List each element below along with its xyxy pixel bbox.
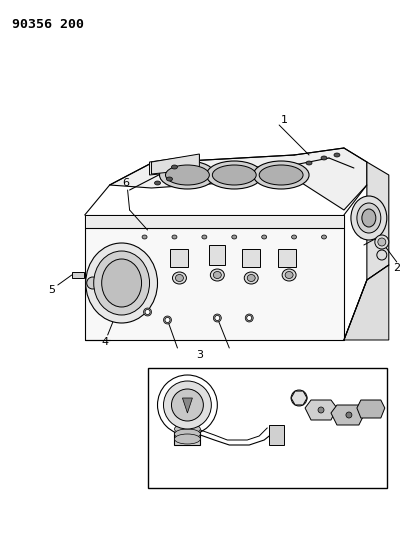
Ellipse shape — [207, 161, 262, 189]
Ellipse shape — [291, 390, 307, 406]
Polygon shape — [357, 400, 385, 418]
Ellipse shape — [211, 269, 224, 281]
Ellipse shape — [142, 235, 147, 239]
Ellipse shape — [174, 434, 200, 444]
Ellipse shape — [292, 235, 297, 239]
Ellipse shape — [174, 424, 200, 434]
Ellipse shape — [334, 153, 340, 157]
Ellipse shape — [306, 161, 312, 165]
Text: 3: 3 — [196, 350, 203, 360]
Ellipse shape — [378, 238, 386, 246]
Ellipse shape — [213, 165, 256, 185]
Polygon shape — [291, 391, 307, 405]
Text: 5: 5 — [49, 285, 55, 295]
Polygon shape — [242, 249, 260, 267]
Bar — [148, 368, 387, 488]
Ellipse shape — [285, 271, 293, 279]
Ellipse shape — [94, 251, 150, 315]
Ellipse shape — [174, 419, 200, 429]
Ellipse shape — [232, 235, 237, 239]
Ellipse shape — [176, 274, 183, 281]
Text: 1: 1 — [281, 115, 288, 125]
Text: 11: 11 — [310, 385, 324, 395]
Ellipse shape — [247, 316, 252, 320]
Text: 10: 10 — [160, 450, 174, 460]
Polygon shape — [209, 245, 225, 265]
Polygon shape — [367, 162, 389, 280]
Polygon shape — [85, 215, 344, 340]
Polygon shape — [170, 249, 188, 267]
Ellipse shape — [165, 318, 170, 322]
Ellipse shape — [172, 235, 177, 239]
Text: 12: 12 — [339, 453, 353, 463]
Ellipse shape — [158, 375, 217, 435]
Ellipse shape — [322, 235, 326, 239]
Ellipse shape — [174, 429, 200, 439]
Polygon shape — [182, 398, 192, 413]
Ellipse shape — [244, 272, 258, 284]
Ellipse shape — [164, 381, 211, 429]
Ellipse shape — [145, 310, 150, 314]
Ellipse shape — [245, 314, 253, 322]
Ellipse shape — [154, 181, 160, 185]
Ellipse shape — [282, 269, 296, 281]
Polygon shape — [109, 148, 367, 210]
Ellipse shape — [166, 165, 209, 185]
Ellipse shape — [247, 274, 255, 281]
Ellipse shape — [318, 407, 324, 413]
Ellipse shape — [86, 243, 158, 323]
Ellipse shape — [202, 235, 207, 239]
Polygon shape — [269, 425, 284, 445]
Ellipse shape — [164, 316, 172, 324]
Polygon shape — [72, 272, 84, 278]
Text: 2: 2 — [393, 263, 400, 273]
Polygon shape — [85, 215, 344, 228]
Ellipse shape — [160, 161, 215, 189]
Ellipse shape — [321, 156, 327, 160]
Ellipse shape — [102, 259, 142, 307]
Ellipse shape — [215, 316, 220, 320]
Text: 9: 9 — [257, 453, 265, 463]
Text: 7: 7 — [224, 378, 231, 388]
Ellipse shape — [346, 412, 352, 418]
Ellipse shape — [375, 235, 389, 249]
Ellipse shape — [213, 314, 221, 322]
Ellipse shape — [351, 196, 387, 240]
Ellipse shape — [174, 409, 200, 419]
Text: 8: 8 — [296, 383, 303, 393]
Polygon shape — [278, 249, 296, 267]
Text: 6: 6 — [122, 178, 129, 188]
Ellipse shape — [253, 161, 309, 189]
Text: 90356 200: 90356 200 — [12, 18, 84, 31]
Polygon shape — [174, 412, 200, 445]
Ellipse shape — [144, 308, 152, 316]
Ellipse shape — [172, 389, 203, 421]
Ellipse shape — [362, 209, 376, 227]
Ellipse shape — [172, 165, 178, 169]
Text: 13: 13 — [367, 383, 381, 393]
Ellipse shape — [377, 250, 387, 260]
Polygon shape — [152, 154, 199, 174]
Ellipse shape — [213, 271, 221, 279]
Ellipse shape — [166, 177, 172, 181]
Polygon shape — [305, 400, 337, 420]
Ellipse shape — [259, 165, 303, 185]
Text: 4: 4 — [101, 337, 108, 347]
Ellipse shape — [172, 272, 186, 284]
Polygon shape — [344, 265, 389, 340]
Polygon shape — [331, 405, 365, 425]
Ellipse shape — [174, 414, 200, 424]
Polygon shape — [150, 155, 199, 175]
Ellipse shape — [87, 277, 99, 289]
Ellipse shape — [262, 235, 267, 239]
Ellipse shape — [357, 203, 381, 233]
